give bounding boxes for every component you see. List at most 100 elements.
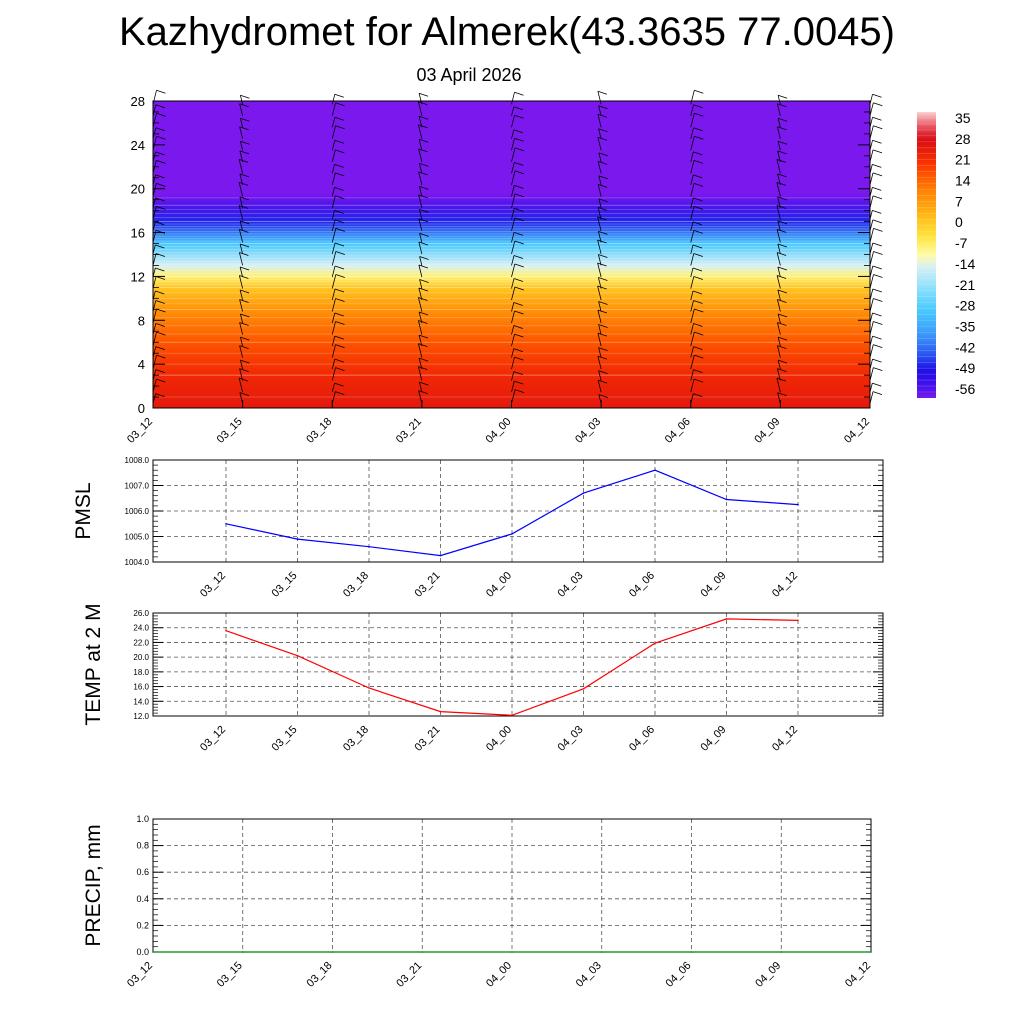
- wind-barb-flag: [776, 252, 787, 256]
- wind-barb: [690, 323, 694, 335]
- wind-barb: [331, 336, 336, 347]
- data-point: [421, 951, 424, 953]
- wind-barb: [597, 207, 602, 220]
- data-point: [511, 714, 513, 717]
- wind-barb-flag: [777, 220, 788, 225]
- wind-barb-flag: [513, 232, 524, 236]
- wind-barb: [331, 367, 336, 381]
- wind-barb-flag: [418, 171, 428, 176]
- wind-barb: [598, 152, 602, 162]
- wind-barb: [331, 195, 336, 209]
- x-tick-label: 03_18: [305, 960, 335, 990]
- wind-barb: [511, 92, 515, 105]
- wind-barb: [239, 103, 244, 116]
- wind-barb-flag: [514, 147, 525, 152]
- wind-barb-flag: [693, 276, 703, 280]
- wind-barb-flag: [598, 347, 608, 351]
- wind-barb-flag: [777, 266, 788, 271]
- wind-barb-flag: [418, 101, 428, 106]
- temp2m-panel: 12.0 14.0 16.0 18.0 20.0 22.0 24.0 26.0 03_12 03_…: [82, 603, 884, 754]
- wind-barb-flag: [693, 183, 704, 187]
- wind-barb: [331, 288, 336, 301]
- x-tick-label: 03_15: [215, 416, 245, 446]
- x-tick-label: 03_18: [341, 724, 371, 754]
- wind-barb-flag: [693, 300, 703, 304]
- wind-barb-flag: [418, 115, 429, 120]
- x-tick-label: 04_00: [484, 724, 514, 754]
- wind-barb-flag: [598, 152, 609, 157]
- wind-barb-flag: [873, 321, 883, 325]
- wind-barb-flag: [335, 367, 345, 371]
- wind-barb: [690, 244, 694, 255]
- wind-barb-flag: [693, 206, 704, 210]
- wind-barb: [597, 285, 602, 301]
- data-point: [654, 469, 656, 472]
- wind-barb: [597, 239, 602, 255]
- wind-barb-flag: [334, 116, 344, 121]
- wind-barb-flag: [694, 308, 704, 313]
- wind-barb: [240, 337, 244, 347]
- wind-barb-flag: [692, 290, 703, 295]
- wind-barb: [511, 389, 516, 404]
- wind-barb-flag: [419, 233, 429, 237]
- wind-barb-flag: [155, 369, 165, 373]
- y-tick-label: 1008.0: [125, 456, 150, 465]
- wind-barb: [331, 210, 335, 220]
- wind-barb-flag: [694, 331, 704, 336]
- y-tick-label: 20: [131, 182, 145, 197]
- wind-barb: [869, 251, 874, 266]
- wind-barb-flag: [334, 93, 344, 98]
- wind-barb: [240, 141, 244, 151]
- wind-barb-flag: [418, 320, 428, 324]
- wind-barb-flag: [777, 336, 788, 341]
- wind-barb-flag: [513, 129, 523, 134]
- wind-barb-flag: [873, 228, 883, 232]
- wind-barb-flag: [513, 302, 523, 306]
- wind-barb: [418, 366, 423, 381]
- wind-barb: [418, 148, 423, 162]
- data-point: [601, 951, 603, 953]
- wind-barb: [777, 150, 781, 162]
- wind-barb: [869, 344, 874, 358]
- wind-barb: [331, 228, 337, 243]
- wind-barb-flag: [513, 106, 523, 111]
- wind-barb-flag: [597, 216, 607, 221]
- colorbar-label: -14: [955, 256, 975, 272]
- wind-barb: [511, 115, 515, 128]
- data-point: [725, 618, 728, 620]
- wind-barb: [597, 91, 602, 105]
- wind-barb-flag: [418, 124, 428, 129]
- wind-barb: [777, 173, 781, 185]
- wind-barb-flag: [335, 149, 345, 154]
- wind-barb-flag: [513, 278, 524, 282]
- wind-barb: [776, 229, 781, 243]
- wind-barb: [690, 136, 695, 151]
- wind-barb-flag: [598, 231, 608, 235]
- data-point: [225, 629, 227, 632]
- wind-barb: [419, 279, 423, 289]
- wind-barb-flag: [418, 390, 428, 394]
- wind-barb-flag: [777, 196, 787, 201]
- data-point: [439, 554, 442, 557]
- y-tick-label: 24: [131, 138, 145, 153]
- wind-barb-flag: [335, 274, 345, 278]
- wind-barb-flag: [418, 297, 428, 301]
- wind-barbs: [152, 89, 883, 404]
- wind-barb: [597, 137, 602, 151]
- wind-barb: [418, 358, 423, 370]
- wind-barb: [690, 308, 695, 324]
- data-point: [511, 533, 513, 535]
- wind-barb-flag: [156, 378, 166, 383]
- wind-barb-flag: [777, 150, 787, 155]
- wind-barb-flag: [598, 277, 608, 281]
- wind-barb-flag: [239, 368, 249, 372]
- wind-barb-flag: [239, 126, 249, 131]
- wind-barb-flag: [239, 220, 250, 225]
- wind-barb-flag: [872, 93, 882, 98]
- wind-barb: [511, 106, 515, 116]
- x-tick-label: 04_09: [753, 960, 783, 990]
- wind-barb: [777, 118, 781, 128]
- wind-barb-flag: [872, 358, 882, 363]
- wind-barb-flag: [693, 230, 703, 234]
